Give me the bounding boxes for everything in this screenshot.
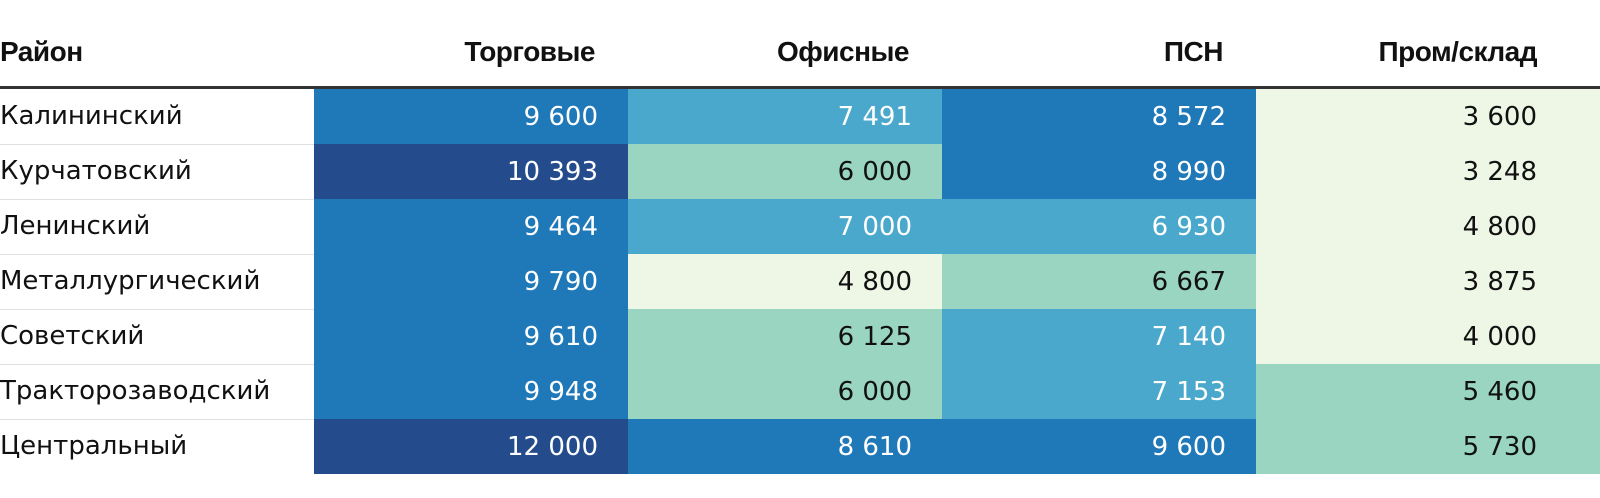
trade-cell: 12 000: [314, 419, 628, 474]
psn-cell: 7 153: [942, 364, 1256, 419]
table-row: Центральный 12 000 8 610 9 600 5 730: [0, 419, 1600, 474]
district-name: Курчатовский: [0, 156, 192, 186]
header-office: Офисные: [777, 36, 909, 67]
table-row: Курчатовский 10 393 6 000 8 990 3 248: [0, 144, 1600, 200]
industrial-cell: 5 460: [1256, 364, 1600, 419]
industrial-cell: 5 730: [1256, 419, 1600, 474]
district-name: Советский: [0, 321, 145, 351]
psn-cell: 6 930: [942, 199, 1256, 254]
office-cell: 4 800: [628, 254, 942, 309]
office-cell: 7 000: [628, 199, 942, 254]
table-row: Тракторозаводский 9 948 6 000 7 153 5 460: [0, 364, 1600, 420]
header-industrial: Пром/склад: [1378, 36, 1537, 67]
trade-cell: 9 790: [314, 254, 628, 309]
office-cell: 7 491: [628, 89, 942, 144]
psn-cell: 6 667: [942, 254, 1256, 309]
district-name: Тракторозаводский: [0, 376, 271, 406]
table-row: Металлургический 9 790 4 800 6 667 3 875: [0, 254, 1600, 310]
psn-cell: 9 600: [942, 419, 1256, 474]
district-name: Центральный: [0, 431, 188, 461]
table-row: Советский 9 610 6 125 7 140 4 000: [0, 309, 1600, 365]
psn-cell: 8 572: [942, 89, 1256, 144]
table-header: Район Торговые Офисные ПСН Пром/склад: [0, 0, 1600, 89]
office-cell: 6 125: [628, 309, 942, 364]
industrial-cell: 4 000: [1256, 309, 1600, 364]
header-trade: Торговые: [464, 36, 595, 67]
trade-cell: 9 610: [314, 309, 628, 364]
table-row: Калининский 9 600 7 491 8 572 3 600: [0, 89, 1600, 145]
trade-cell: 9 948: [314, 364, 628, 419]
office-cell: 6 000: [628, 364, 942, 419]
header-psn: ПСН: [1163, 36, 1224, 67]
office-cell: 8 610: [628, 419, 942, 474]
office-cell: 6 000: [628, 144, 942, 199]
district-name: Металлургический: [0, 266, 261, 296]
header-district: Район: [0, 36, 83, 67]
industrial-cell: 4 800: [1256, 199, 1600, 254]
psn-cell: 7 140: [942, 309, 1256, 364]
district-name: Ленинский: [0, 211, 151, 241]
industrial-cell: 3 600: [1256, 89, 1600, 144]
industrial-cell: 3 875: [1256, 254, 1600, 309]
psn-cell: 8 990: [942, 144, 1256, 199]
table-row: Ленинский 9 464 7 000 6 930 4 800: [0, 199, 1600, 255]
trade-cell: 9 464: [314, 199, 628, 254]
district-name: Калининский: [0, 101, 183, 131]
trade-cell: 10 393: [314, 144, 628, 199]
trade-cell: 9 600: [314, 89, 628, 144]
industrial-cell: 3 248: [1256, 144, 1600, 199]
